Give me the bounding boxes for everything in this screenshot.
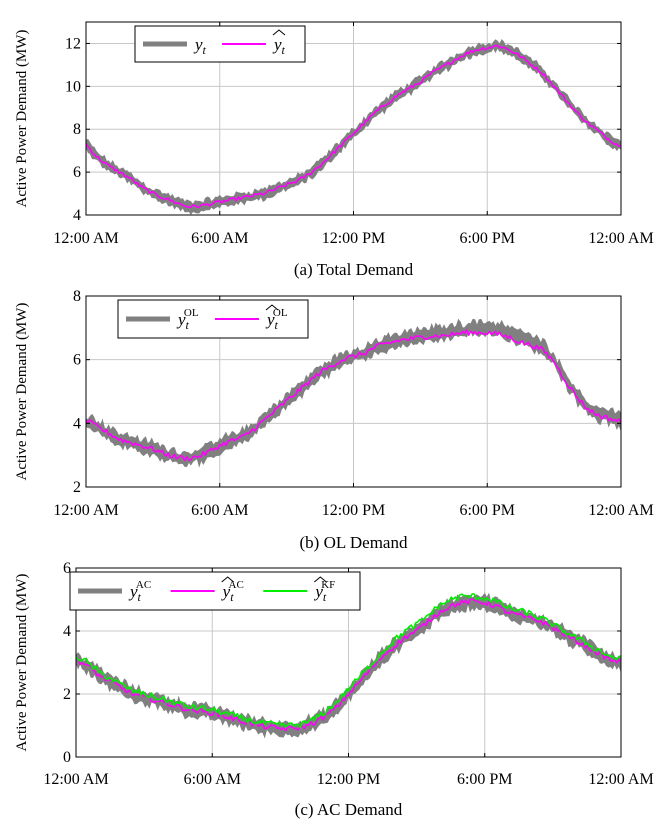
x-tick-label: 12:00 AM bbox=[43, 771, 108, 788]
hat-accent bbox=[221, 576, 234, 583]
series-line-1 bbox=[85, 329, 622, 462]
x-tick-label: 6:00 AM bbox=[191, 502, 248, 519]
x-tick-label: 6:00 PM bbox=[459, 502, 515, 519]
x-tick-label: 6:00 AM bbox=[191, 230, 248, 247]
chart-caption: (c) AC Demand bbox=[295, 800, 403, 819]
chart-caption: (b) OL Demand bbox=[300, 533, 408, 552]
chart-panel-0: 4 6 8 10 12 12:00 AM 6:00 AM 12:00 PM 6:00 PM 12:… bbox=[14, 21, 654, 279]
x-tick-label: 6:00 PM bbox=[459, 230, 515, 247]
legend-label: ytAC bbox=[221, 579, 244, 604]
y-tick-label: 12 bbox=[65, 35, 81, 52]
chart-panel-2: 0 2 4 6 12:00 AM 6:00 AM 12:00 PM 6:00 PM 12:00 … bbox=[14, 560, 654, 819]
series-line-2 bbox=[75, 593, 621, 729]
legend: yt yt bbox=[134, 25, 306, 63]
x-tick-label: 12:00 PM bbox=[317, 771, 381, 788]
y-axis-label: Active Power Demand (MW) bbox=[14, 303, 30, 481]
legend-label: ytAC bbox=[128, 579, 151, 604]
x-tick-label: 12:00 AM bbox=[588, 502, 653, 519]
legend-label: ytOL bbox=[176, 307, 199, 332]
y-tick-label: 6 bbox=[73, 352, 81, 369]
hat-accent bbox=[265, 304, 279, 311]
legend-label: yt bbox=[193, 35, 207, 57]
legend-box bbox=[69, 571, 361, 611]
chart-panel-1: 2 4 6 8 12:00 AM 6:00 AM 12:00 PM 6:00 PM 12:00 … bbox=[14, 288, 654, 552]
y-tick-label: 0 bbox=[63, 749, 71, 766]
y-tick-label: 6 bbox=[73, 164, 81, 181]
y-tick-label: 2 bbox=[63, 686, 71, 703]
legend: ytAC ytAC ytKF bbox=[69, 571, 361, 611]
hat-accent bbox=[314, 576, 327, 583]
x-tick-label: 12:00 AM bbox=[53, 230, 118, 247]
y-tick-label: 10 bbox=[65, 78, 81, 95]
legend-label: ytOL bbox=[265, 307, 288, 332]
y-tick-label: 4 bbox=[63, 623, 71, 640]
x-tick-label: 12:00 AM bbox=[588, 230, 653, 247]
y-axis-label: Active Power Demand (MW) bbox=[14, 30, 30, 208]
x-tick-label: 12:00 PM bbox=[322, 230, 386, 247]
y-tick-label: 4 bbox=[73, 207, 81, 224]
x-tick-label: 12:00 AM bbox=[53, 502, 118, 519]
x-tick-label: 12:00 AM bbox=[588, 771, 653, 788]
hat-accent bbox=[272, 29, 286, 36]
x-tick-label: 12:00 PM bbox=[322, 502, 386, 519]
y-tick-label: 8 bbox=[73, 121, 81, 138]
y-tick-label: 2 bbox=[73, 479, 81, 496]
x-tick-label: 6:00 PM bbox=[457, 771, 513, 788]
series-line-1 bbox=[85, 44, 622, 209]
legend-label: ytKF bbox=[313, 579, 335, 604]
series-line-1 bbox=[75, 598, 622, 732]
chart-caption: (a) Total Demand bbox=[294, 260, 414, 279]
y-axis-label: Active Power Demand (MW) bbox=[14, 574, 30, 752]
legend: ytOL ytOL bbox=[117, 299, 309, 339]
y-tick-label: 4 bbox=[73, 415, 81, 432]
x-tick-label: 6:00 AM bbox=[184, 771, 241, 788]
y-tick-label: 6 bbox=[63, 560, 71, 577]
legend-label: yt bbox=[272, 35, 286, 57]
y-tick-label: 8 bbox=[73, 288, 81, 305]
